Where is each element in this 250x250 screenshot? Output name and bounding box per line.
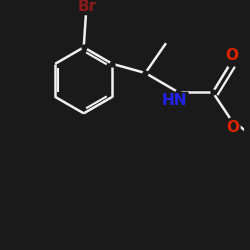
Text: HN: HN [162,93,188,108]
Text: O: O [226,48,238,63]
Text: Br: Br [78,0,97,14]
Text: O: O [226,120,239,135]
